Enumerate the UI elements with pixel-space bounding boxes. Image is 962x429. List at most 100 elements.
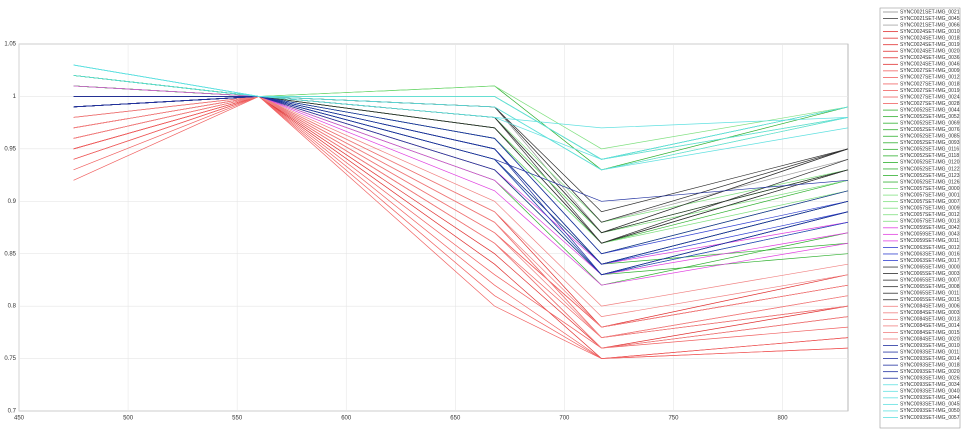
- legend-label: SYNC0065SET-IMG_0007: [900, 277, 960, 283]
- data-line: [73, 96, 849, 328]
- legend-label: SYNC0052SET-IMG_0076: [900, 127, 960, 133]
- y-tick-label: 0.95: [4, 146, 16, 152]
- legend: SYNC0021SET-IMG_0021SYNC0021SET-IMG_0045…: [883, 9, 960, 421]
- data-line: [73, 96, 849, 359]
- data-line: [73, 96, 849, 328]
- legend-label: SYNC0057SET-IMG_0000: [900, 186, 960, 192]
- data-line: [73, 96, 849, 338]
- data-line: [73, 96, 849, 265]
- legend-label: SYNC0093SET-IMG_0026: [900, 376, 960, 382]
- data-line: [73, 75, 849, 171]
- data-line: [73, 96, 849, 307]
- legend-label: SYNC0024SET-IMG_0019: [900, 42, 960, 48]
- data-line: [73, 96, 849, 359]
- legend-label: SYNC0059SET-IMG_0042: [900, 225, 960, 231]
- legend-label: SYNC0093SET-IMG_0034: [900, 382, 960, 388]
- legend-label: SYNC0084SET-IMG_0013: [900, 317, 960, 323]
- legend-label: SYNC0063SET-IMG_0012: [900, 245, 960, 251]
- y-tick-label: 0.85: [4, 251, 16, 257]
- legend-label: SYNC0052SET-IMG_0118: [900, 153, 959, 159]
- legend-box: [879, 7, 961, 429]
- legend-label: SYNC0021SET-IMG_0066: [900, 22, 960, 28]
- data-line: [73, 85, 849, 265]
- x-tick-label: 700: [559, 416, 570, 422]
- legend-label: SYNC0052SET-IMG_0116: [900, 147, 959, 153]
- legend-label: SYNC0093SET-IMG_0011: [900, 349, 959, 355]
- legend-label: SYNC0027SET-IMG_0024: [900, 94, 960, 100]
- data-line: [73, 96, 849, 328]
- legend-label: SYNC0065SET-IMG_0000: [900, 264, 960, 270]
- legend-label: SYNC0063SET-IMG_0017: [900, 258, 960, 264]
- legend-label: SYNC0024SET-IMG_0010: [900, 29, 960, 35]
- data-line: [73, 96, 849, 234]
- x-tick-label: 750: [668, 416, 679, 422]
- x-tick-label: 650: [450, 416, 461, 422]
- legend-label: SYNC0057SET-IMG_0009: [900, 206, 960, 212]
- legend-label: SYNC0093SET-IMG_0044: [900, 395, 960, 401]
- legend-label: SYNC0057SET-IMG_0013: [900, 219, 960, 225]
- y-tick-label: 0.9: [8, 199, 17, 205]
- legend-label: SYNC0093SET-IMG_0045: [900, 402, 960, 408]
- data-line: [73, 96, 849, 234]
- legend-label: SYNC0052SET-IMG_0120: [900, 160, 960, 166]
- legend-label: SYNC0057SET-IMG_0007: [900, 199, 960, 205]
- y-tick-label: 0.8: [8, 304, 17, 310]
- legend-label: SYNC0084SET-IMG_0003: [900, 310, 960, 316]
- x-tick-label: 450: [14, 416, 25, 422]
- legend-label: SYNC0084SET-IMG_0015: [900, 330, 960, 336]
- legend-label: SYNC0065SET-IMG_0003: [900, 271, 960, 277]
- legend-label: SYNC0052SET-IMG_0122: [900, 166, 960, 172]
- legend-label: SYNC0052SET-IMG_0069: [900, 121, 960, 127]
- data-line: [73, 96, 849, 234]
- data-line: [73, 96, 849, 265]
- data-line: [73, 96, 849, 359]
- legend-label: SYNC0059SET-IMG_0043: [900, 232, 960, 238]
- legend-label: SYNC0052SET-IMG_0123: [900, 173, 960, 179]
- legend-label: SYNC0027SET-IMG_0028: [900, 101, 960, 107]
- y-tick-label: 0.75: [4, 356, 16, 362]
- data-line: [73, 64, 849, 171]
- data-line: [73, 85, 849, 265]
- legend-label: SYNC0027SET-IMG_0012: [900, 75, 960, 81]
- legend-label: SYNC0065SET-IMG_0011: [900, 291, 959, 297]
- legend-label: SYNC0057SET-IMG_0001: [900, 192, 960, 198]
- data-line: [73, 96, 849, 244]
- legend-label: SYNC0084SET-IMG_0020: [900, 336, 960, 342]
- legend-label: SYNC0052SET-IMG_0044: [900, 107, 960, 113]
- data-line: [73, 96, 849, 171]
- legend-label: SYNC0027SET-IMG_0009: [900, 68, 960, 74]
- data-line: [73, 96, 849, 244]
- data-line: [73, 96, 849, 265]
- legend-label: SYNC0093SET-IMG_0040: [900, 389, 960, 395]
- data-line: [73, 96, 849, 265]
- legend-label: SYNC0024SET-IMG_0018: [900, 35, 960, 41]
- legend-label: SYNC0052SET-IMG_0085: [900, 134, 960, 140]
- legend-label: SYNC0093SET-IMG_0014: [900, 356, 960, 362]
- legend-label: SYNC0024SET-IMG_0036: [900, 55, 960, 61]
- data-line: [73, 96, 849, 276]
- legend-label: SYNC0063SET-IMG_0016: [900, 251, 960, 257]
- x-tick-label: 600: [341, 416, 352, 422]
- data-line: [73, 85, 849, 265]
- legend-label: SYNC0027SET-IMG_0019: [900, 88, 960, 94]
- data-line: [73, 96, 849, 244]
- y-tick-label: 0.7: [8, 409, 17, 415]
- x-tick-label: 800: [778, 416, 789, 422]
- legend-label: SYNC0052SET-IMG_0093: [900, 140, 960, 146]
- legend-label: SYNC0027SET-IMG_0018: [900, 81, 960, 87]
- data-line: [73, 75, 849, 160]
- legend-label: SYNC0084SET-IMG_0006: [900, 304, 960, 310]
- legend-label: SYNC0093SET-IMG_0018: [900, 362, 960, 368]
- legend-label: SYNC0021SET-IMG_0021: [900, 9, 960, 15]
- data-line: [73, 85, 849, 150]
- data-line: [73, 96, 849, 328]
- legend-label: SYNC0021SET-IMG_0045: [900, 16, 960, 22]
- legend-label: SYNC0024SET-IMG_0020: [900, 49, 960, 55]
- legend-label: SYNC0052SET-IMG_0126: [900, 179, 960, 185]
- y-tick-label: 1: [13, 94, 17, 100]
- data-line: [73, 96, 849, 318]
- legend-label: SYNC0093SET-IMG_0057: [900, 415, 960, 421]
- legend-label: SYNC0065SET-IMG_0015: [900, 297, 960, 303]
- legend-label: SYNC0093SET-IMG_0050: [900, 408, 960, 414]
- x-tick-label: 500: [123, 416, 134, 422]
